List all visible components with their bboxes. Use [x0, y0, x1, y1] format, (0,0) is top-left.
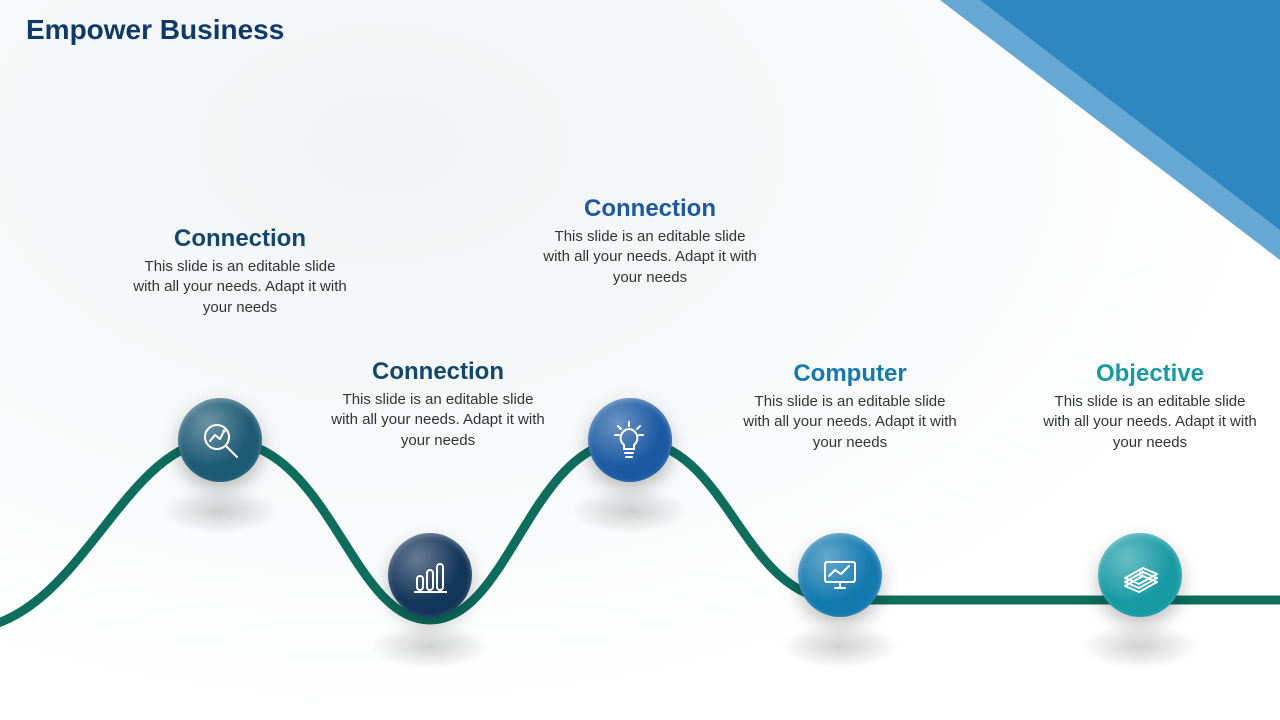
- step-node-shadow: [160, 488, 280, 534]
- step-title: Objective: [1040, 360, 1260, 388]
- step-block-2: Connection This slide is an editable slid…: [328, 358, 548, 451]
- bar-chart-icon: [409, 554, 451, 596]
- step-desc: This slide is an editable slide with all…: [540, 227, 760, 288]
- step-node-3: [588, 398, 672, 482]
- search-chart-icon: [199, 419, 241, 461]
- step-title: Connection: [328, 358, 548, 386]
- step-node-shadow: [780, 623, 900, 669]
- step-title: Computer: [740, 360, 960, 388]
- step-node-shadow: [1080, 623, 1200, 669]
- step-node-5: [1098, 533, 1182, 617]
- monitor-chart-icon: [819, 554, 861, 596]
- step-desc: This slide is an editable slide with all…: [740, 392, 960, 453]
- bulb-icon: [609, 419, 651, 461]
- infographic-stage: Connection This slide is an editable slid…: [0, 0, 1280, 720]
- money-stack-icon: [1119, 554, 1161, 596]
- step-desc: This slide is an editable slide with all…: [1040, 392, 1260, 453]
- step-block-5: Objective This slide is an editable slide…: [1040, 360, 1260, 453]
- step-title: Connection: [540, 195, 760, 223]
- step-node-shadow: [370, 623, 490, 669]
- step-node-4: [798, 533, 882, 617]
- step-title: Connection: [130, 225, 350, 253]
- step-desc: This slide is an editable slide with all…: [328, 390, 548, 451]
- step-node-1: [178, 398, 262, 482]
- step-node-2: [388, 533, 472, 617]
- step-block-1: Connection This slide is an editable slid…: [130, 225, 350, 318]
- step-desc: This slide is an editable slide with all…: [130, 257, 350, 318]
- step-node-shadow: [570, 488, 690, 534]
- step-block-4: Computer This slide is an editable slide …: [740, 360, 960, 453]
- step-block-3: Connection This slide is an editable slid…: [540, 195, 760, 288]
